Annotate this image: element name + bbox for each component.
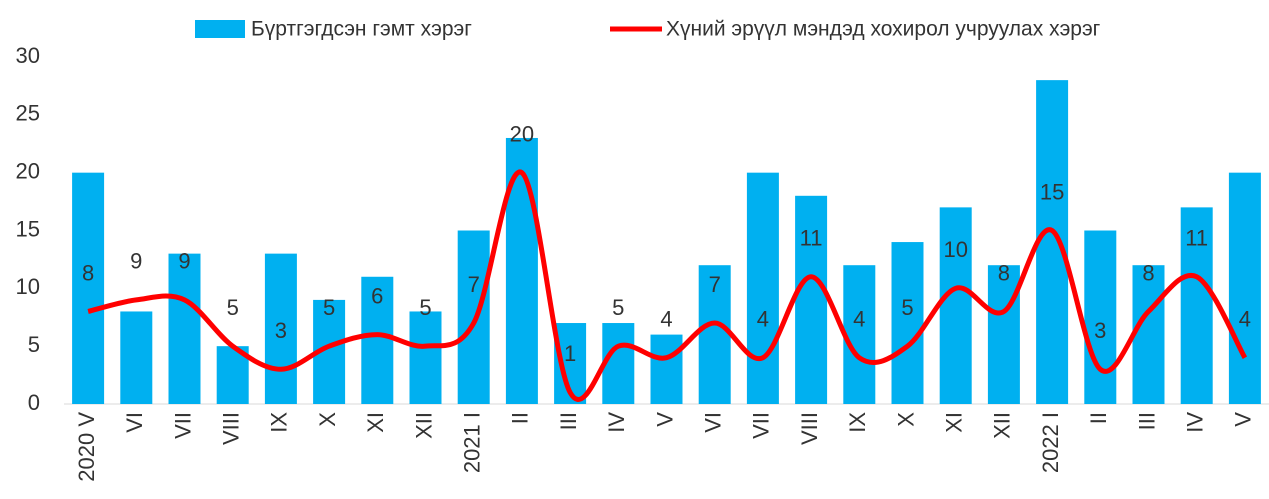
x-tick-label: 2021 I (460, 412, 485, 473)
bar (264, 253, 297, 404)
bar (361, 276, 394, 404)
bar (795, 195, 828, 404)
data-label: 10 (943, 237, 967, 262)
x-tick-label: 2020 V (74, 412, 99, 482)
bar (939, 207, 972, 404)
bar (505, 137, 538, 404)
data-label: 20 (510, 121, 534, 146)
x-tick-label: VI (701, 412, 726, 433)
data-label: 5 (323, 295, 335, 320)
data-label: 4 (757, 307, 769, 332)
x-tick-label: II (508, 412, 533, 424)
data-label: 5 (612, 295, 624, 320)
data-label: 4 (660, 307, 672, 332)
data-label: 8 (1142, 260, 1154, 285)
legend-swatch (195, 20, 245, 38)
x-tick-label: IV (1183, 412, 1208, 433)
bar (891, 242, 924, 404)
x-tick-label: VIII (219, 412, 244, 445)
x-tick-label: VII (170, 412, 195, 439)
x-tick-label: 2022 I (1038, 412, 1063, 473)
bar (602, 323, 635, 404)
data-label: 4 (853, 307, 865, 332)
bar (698, 265, 731, 404)
bar (987, 265, 1020, 404)
bar (1084, 230, 1117, 404)
y-tick-label: 30 (16, 43, 40, 68)
x-tick-label: XI (942, 412, 967, 433)
data-label: 5 (901, 295, 913, 320)
y-tick-label: 20 (16, 158, 40, 183)
data-label: 15 (1040, 179, 1064, 204)
x-tick-label: IX (845, 412, 870, 433)
data-label: 5 (227, 295, 239, 320)
bar (72, 172, 105, 404)
x-tick-label: III (1134, 412, 1159, 430)
y-tick-label: 15 (16, 216, 40, 241)
bar (650, 334, 683, 404)
x-tick-label: VIII (797, 412, 822, 445)
y-tick-label: 5 (28, 332, 40, 357)
data-label: 5 (419, 295, 431, 320)
x-tick-label: IX (267, 412, 292, 433)
x-tick-label: XII (411, 412, 436, 439)
bar (120, 311, 153, 404)
y-tick-label: 10 (16, 274, 40, 299)
x-tick-label: XI (363, 412, 388, 433)
y-tick-label: 0 (28, 390, 40, 415)
x-tick-label: X (893, 412, 918, 427)
data-label: 7 (468, 272, 480, 297)
data-label: 11 (1185, 226, 1208, 251)
legend-label: Хүний эрүүл мэндэд хохирол учруулах хэрэ… (666, 18, 1101, 41)
data-label: 9 (178, 249, 190, 274)
bar (1036, 80, 1069, 404)
data-label: 7 (709, 272, 721, 297)
x-tick-label: II (1086, 412, 1111, 424)
x-tick-label: VI (122, 412, 147, 433)
data-label: 3 (1094, 318, 1106, 343)
data-label: 6 (371, 283, 383, 308)
data-label: 8 (998, 260, 1010, 285)
bar (409, 311, 442, 404)
x-tick-label: V (1231, 412, 1256, 427)
legend-label: Бүртгэгдсэн гэмт хэрэг (251, 18, 472, 41)
bar (1228, 172, 1261, 404)
x-tick-label: IV (604, 412, 629, 433)
bar (746, 172, 779, 404)
x-tick-label: VII (749, 412, 774, 439)
data-label: 8 (82, 260, 94, 285)
x-tick-label: XII (990, 412, 1015, 439)
data-label: 11 (800, 226, 823, 251)
data-label: 9 (130, 249, 142, 274)
bar (843, 265, 876, 404)
data-label: 4 (1239, 307, 1251, 332)
data-label: 3 (275, 318, 287, 343)
x-tick-label: X (315, 412, 340, 427)
x-tick-label: III (556, 412, 581, 430)
data-label: 1 (564, 341, 576, 366)
bar (168, 253, 201, 404)
bar (1132, 265, 1165, 404)
y-tick-label: 25 (16, 101, 40, 126)
x-tick-label: V (652, 412, 677, 427)
bar (1180, 207, 1213, 404)
line (87, 169, 1248, 402)
